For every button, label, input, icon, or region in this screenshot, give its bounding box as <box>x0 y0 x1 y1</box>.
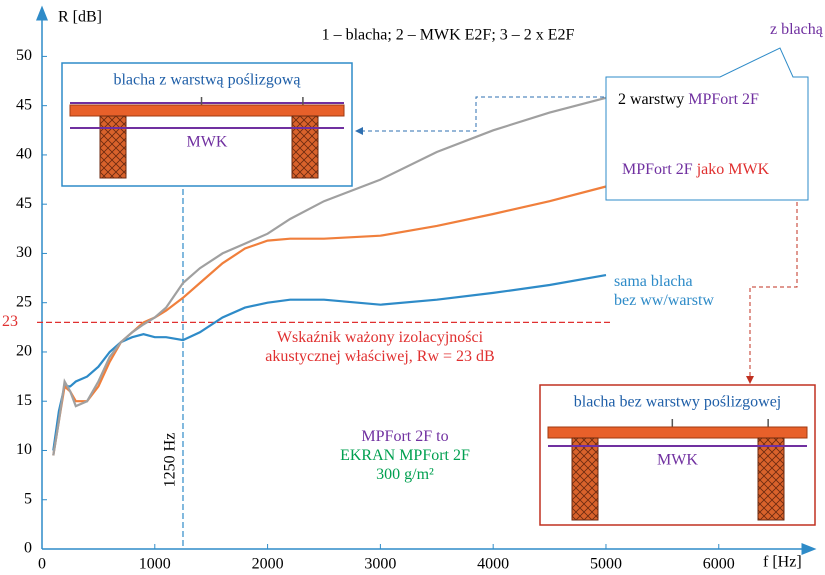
x-axis-label: f [Hz] <box>763 554 802 571</box>
annotation-part: jako MWK <box>696 161 770 178</box>
connector <box>746 202 798 384</box>
annotation-part: MPFort 2F <box>688 91 759 108</box>
series-line <box>52 274 607 451</box>
annotation: Wskaźnik ważony izolacyjności <box>277 329 484 346</box>
annotation-part: z blachą <box>770 21 824 38</box>
y-axis-label: R [dB] <box>58 9 102 26</box>
joist <box>571 437 599 521</box>
annotation-part: sama blacha <box>614 273 693 290</box>
x-tick-label: 6000 <box>703 556 735 573</box>
annotation: sama blacha <box>614 273 693 290</box>
y-tick-label: 45 <box>16 96 32 113</box>
x-tick-label: 4000 <box>477 556 509 573</box>
x-tick-label: 3000 <box>364 556 396 573</box>
inset-title: blacha z warstwą poślizgową <box>113 72 301 89</box>
annotation: EKRAN MPFort 2F <box>340 447 470 464</box>
annotation-part: 300 g/m² <box>376 466 434 483</box>
annotation: bez ww/warstw <box>614 292 714 309</box>
annotation-part: bez ww/warstw <box>614 292 714 309</box>
x-tick-label: 1000 <box>139 556 171 573</box>
annotation: MPFort 2F jako MWK <box>622 161 770 178</box>
annotation-part: MPFort 2F <box>622 161 697 178</box>
y-tick-label: 10 <box>16 441 32 458</box>
inset-label: MWK <box>657 452 698 469</box>
inset-diagram: blacha bez warstwy poślizgowej MWK <box>539 384 816 526</box>
sheet <box>69 104 345 117</box>
inset-label: MWK <box>187 134 228 151</box>
sheet <box>547 426 808 439</box>
x-tick-label: 2000 <box>252 556 284 573</box>
y-tick-label: 50 <box>16 47 32 64</box>
y-tick-label: 40 <box>16 146 32 163</box>
series-line <box>52 96 607 456</box>
inset-diagram: blacha z warstwą poślizgową MWK <box>61 62 353 187</box>
annotation: akustycznej właściwej, Rw = 23 dB <box>265 348 494 365</box>
inset-title: blacha bez warstwy poślizgowej <box>574 394 781 411</box>
chart-title: 1 – blacha; 2 – MWK E2F; 3 – 2 x E2F <box>322 27 575 44</box>
reference-label: 23 <box>2 313 18 330</box>
joist <box>291 115 319 179</box>
x-tick-label: 5000 <box>590 556 622 573</box>
y-tick-label: 0 <box>24 540 32 557</box>
y-tick-label: 30 <box>16 244 32 261</box>
y-tick-label: 45 <box>16 195 32 212</box>
y-tick-label: 15 <box>16 392 32 409</box>
y-tick-label: 5 <box>24 490 32 507</box>
annotation: MPFort 2F to <box>361 428 448 445</box>
annotation: 300 g/m² <box>376 466 434 483</box>
callout-box <box>605 47 809 201</box>
connector <box>355 96 604 135</box>
joist <box>757 437 785 521</box>
annotation-part: Wskaźnik ważony izolacyjności <box>277 329 484 346</box>
annotation-part: EKRAN MPFort 2F <box>340 447 470 464</box>
annotation-part: 2 warstwy <box>618 91 688 108</box>
annotation: 2 warstwy MPFort 2F <box>618 91 759 108</box>
annotation-part: akustycznej właściwej, Rw = 23 dB <box>265 348 494 365</box>
y-tick-label: 25 <box>16 293 32 310</box>
series-line <box>52 185 607 456</box>
y-tick-label: 20 <box>16 343 32 360</box>
annotation-part: MPFort 2F to <box>361 428 448 445</box>
reference-label: 1250 Hz <box>162 433 179 488</box>
annotation: z blachą <box>770 21 824 38</box>
joist <box>99 115 127 179</box>
x-tick-label: 0 <box>38 556 46 573</box>
